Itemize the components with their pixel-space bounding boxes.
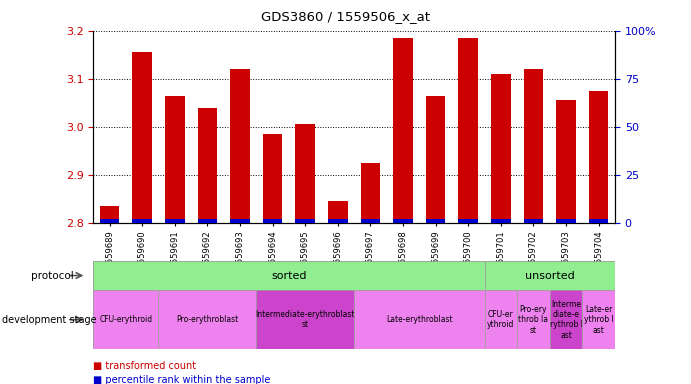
Bar <box>100 219 120 223</box>
Text: Late-er
ythrob l
ast: Late-er ythrob l ast <box>584 305 614 334</box>
Bar <box>459 38 478 223</box>
Bar <box>589 219 609 223</box>
Bar <box>230 69 250 223</box>
Bar <box>426 219 446 223</box>
Text: Pro-ery
throb la
st: Pro-ery throb la st <box>518 305 549 334</box>
Text: unsorted: unsorted <box>525 270 575 281</box>
Text: Pro-erythroblast: Pro-erythroblast <box>176 315 238 324</box>
Bar <box>263 134 283 223</box>
Bar <box>491 74 511 223</box>
Bar <box>524 69 543 223</box>
Bar <box>230 219 250 223</box>
Bar <box>296 219 315 223</box>
Bar <box>361 219 380 223</box>
Text: Interme
diate-e
rythrob l
ast: Interme diate-e rythrob l ast <box>549 300 583 340</box>
Bar <box>100 206 120 223</box>
Text: Intermediate-erythroblast
st: Intermediate-erythroblast st <box>256 310 355 329</box>
Text: CFU-er
ythroid: CFU-er ythroid <box>487 310 515 329</box>
Bar <box>491 219 511 223</box>
Bar <box>393 219 413 223</box>
Bar <box>589 91 609 223</box>
Bar <box>165 219 184 223</box>
Text: CFU-erythroid: CFU-erythroid <box>100 315 153 324</box>
Bar <box>296 124 315 223</box>
Bar <box>133 52 152 223</box>
Bar <box>459 219 478 223</box>
Text: ■ transformed count: ■ transformed count <box>93 361 196 371</box>
Text: protocol: protocol <box>31 270 74 281</box>
Bar <box>328 201 348 223</box>
Bar <box>198 108 217 223</box>
Bar <box>426 96 446 223</box>
Bar <box>263 219 283 223</box>
Bar <box>165 96 184 223</box>
Bar <box>198 219 217 223</box>
Bar <box>133 219 152 223</box>
Text: sorted: sorted <box>271 270 307 281</box>
Bar <box>524 219 543 223</box>
Bar <box>393 38 413 223</box>
Bar <box>361 163 380 223</box>
Bar <box>556 219 576 223</box>
Text: Late-erythroblast: Late-erythroblast <box>386 315 453 324</box>
Bar <box>328 219 348 223</box>
Text: ■ percentile rank within the sample: ■ percentile rank within the sample <box>93 375 271 384</box>
Text: development stage: development stage <box>2 314 97 325</box>
Text: GDS3860 / 1559506_x_at: GDS3860 / 1559506_x_at <box>261 10 430 23</box>
Bar <box>556 100 576 223</box>
